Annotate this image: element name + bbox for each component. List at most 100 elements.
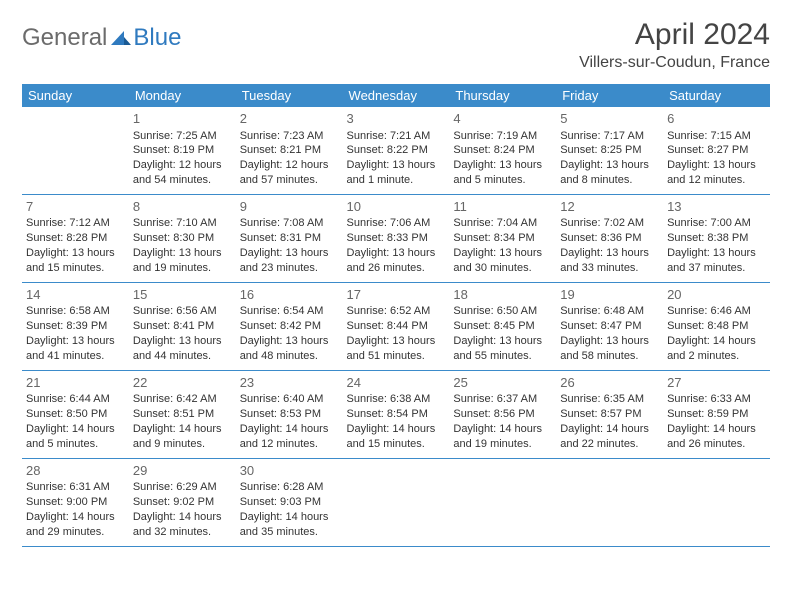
day-number: 5 [560, 110, 659, 128]
calendar-cell-empty [22, 107, 129, 194]
daylight-text: and 29 minutes. [26, 525, 125, 540]
calendar-cell: 18Sunrise: 6:50 AMSunset: 8:45 PMDayligh… [449, 282, 556, 370]
sunrise-text: Sunrise: 6:58 AM [26, 304, 125, 319]
calendar-cell-empty [556, 458, 663, 546]
calendar-cell: 9Sunrise: 7:08 AMSunset: 8:31 PMDaylight… [236, 194, 343, 282]
daylight-text: Daylight: 12 hours [240, 158, 339, 173]
calendar-cell: 15Sunrise: 6:56 AMSunset: 8:41 PMDayligh… [129, 282, 236, 370]
sunrise-text: Sunrise: 6:48 AM [560, 304, 659, 319]
daylight-text: and 19 minutes. [453, 437, 552, 452]
sunrise-text: Sunrise: 7:06 AM [347, 216, 446, 231]
location-text: Villers-sur-Coudun, France [579, 54, 770, 72]
daylight-text: and 48 minutes. [240, 349, 339, 364]
daylight-text: Daylight: 13 hours [347, 158, 446, 173]
calendar-cell: 4Sunrise: 7:19 AMSunset: 8:24 PMDaylight… [449, 107, 556, 194]
day-number: 22 [133, 374, 232, 392]
sunrise-text: Sunrise: 6:56 AM [133, 304, 232, 319]
calendar-cell: 5Sunrise: 7:17 AMSunset: 8:25 PMDaylight… [556, 107, 663, 194]
weekday-header: Wednesday [343, 84, 450, 107]
sunset-text: Sunset: 8:19 PM [133, 143, 232, 158]
sunrise-text: Sunrise: 6:35 AM [560, 392, 659, 407]
daylight-text: Daylight: 13 hours [347, 246, 446, 261]
calendar-cell: 11Sunrise: 7:04 AMSunset: 8:34 PMDayligh… [449, 194, 556, 282]
sunrise-text: Sunrise: 7:10 AM [133, 216, 232, 231]
sunset-text: Sunset: 8:53 PM [240, 407, 339, 422]
daylight-text: and 41 minutes. [26, 349, 125, 364]
calendar-cell-empty [663, 458, 770, 546]
daylight-text: Daylight: 13 hours [133, 246, 232, 261]
daylight-text: and 51 minutes. [347, 349, 446, 364]
sunset-text: Sunset: 8:56 PM [453, 407, 552, 422]
calendar-cell: 20Sunrise: 6:46 AMSunset: 8:48 PMDayligh… [663, 282, 770, 370]
sunrise-text: Sunrise: 7:17 AM [560, 129, 659, 144]
weekday-header: Monday [129, 84, 236, 107]
logo: General Blue [22, 24, 181, 52]
daylight-text: Daylight: 14 hours [133, 422, 232, 437]
daylight-text: and 26 minutes. [667, 437, 766, 452]
sunset-text: Sunset: 9:00 PM [26, 495, 125, 510]
sunset-text: Sunset: 8:41 PM [133, 319, 232, 334]
daylight-text: and 54 minutes. [133, 173, 232, 188]
sunrise-text: Sunrise: 7:08 AM [240, 216, 339, 231]
daylight-text: and 5 minutes. [453, 173, 552, 188]
sunrise-text: Sunrise: 6:44 AM [26, 392, 125, 407]
logo-text-general: General [22, 24, 107, 52]
sunrise-text: Sunrise: 6:28 AM [240, 480, 339, 495]
daylight-text: Daylight: 13 hours [347, 334, 446, 349]
daylight-text: Daylight: 13 hours [560, 158, 659, 173]
day-number: 16 [240, 286, 339, 304]
calendar-cell: 2Sunrise: 7:23 AMSunset: 8:21 PMDaylight… [236, 107, 343, 194]
day-number: 19 [560, 286, 659, 304]
sunrise-text: Sunrise: 7:15 AM [667, 129, 766, 144]
sunrise-text: Sunrise: 6:42 AM [133, 392, 232, 407]
calendar-cell: 8Sunrise: 7:10 AMSunset: 8:30 PMDaylight… [129, 194, 236, 282]
weekday-header: Saturday [663, 84, 770, 107]
sunrise-text: Sunrise: 7:04 AM [453, 216, 552, 231]
sunrise-text: Sunrise: 6:33 AM [667, 392, 766, 407]
day-number: 8 [133, 198, 232, 216]
sunset-text: Sunset: 8:45 PM [453, 319, 552, 334]
sunset-text: Sunset: 8:54 PM [347, 407, 446, 422]
sunset-text: Sunset: 8:59 PM [667, 407, 766, 422]
sunrise-text: Sunrise: 7:23 AM [240, 129, 339, 144]
weekday-header-row: SundayMondayTuesdayWednesdayThursdayFrid… [22, 84, 770, 107]
daylight-text: and 19 minutes. [133, 261, 232, 276]
calendar-cell: 17Sunrise: 6:52 AMSunset: 8:44 PMDayligh… [343, 282, 450, 370]
calendar-cell: 19Sunrise: 6:48 AMSunset: 8:47 PMDayligh… [556, 282, 663, 370]
day-number: 18 [453, 286, 552, 304]
day-number: 25 [453, 374, 552, 392]
daylight-text: Daylight: 13 hours [240, 246, 339, 261]
daylight-text: Daylight: 14 hours [347, 422, 446, 437]
daylight-text: Daylight: 14 hours [667, 422, 766, 437]
calendar-cell: 6Sunrise: 7:15 AMSunset: 8:27 PMDaylight… [663, 107, 770, 194]
calendar-cell: 25Sunrise: 6:37 AMSunset: 8:56 PMDayligh… [449, 370, 556, 458]
sunset-text: Sunset: 8:50 PM [26, 407, 125, 422]
sunset-text: Sunset: 8:22 PM [347, 143, 446, 158]
day-number: 6 [667, 110, 766, 128]
calendar-cell: 27Sunrise: 6:33 AMSunset: 8:59 PMDayligh… [663, 370, 770, 458]
sunset-text: Sunset: 9:03 PM [240, 495, 339, 510]
weekday-header: Friday [556, 84, 663, 107]
sunrise-text: Sunrise: 7:00 AM [667, 216, 766, 231]
daylight-text: and 12 minutes. [240, 437, 339, 452]
sunset-text: Sunset: 8:48 PM [667, 319, 766, 334]
sunrise-text: Sunrise: 6:38 AM [347, 392, 446, 407]
sunset-text: Sunset: 8:42 PM [240, 319, 339, 334]
daylight-text: and 15 minutes. [26, 261, 125, 276]
daylight-text: and 32 minutes. [133, 525, 232, 540]
calendar-cell-empty [343, 458, 450, 546]
sunrise-text: Sunrise: 6:54 AM [240, 304, 339, 319]
daylight-text: Daylight: 14 hours [667, 334, 766, 349]
daylight-text: and 58 minutes. [560, 349, 659, 364]
calendar-cell: 12Sunrise: 7:02 AMSunset: 8:36 PMDayligh… [556, 194, 663, 282]
calendar-cell: 3Sunrise: 7:21 AMSunset: 8:22 PMDaylight… [343, 107, 450, 194]
day-number: 12 [560, 198, 659, 216]
daylight-text: Daylight: 14 hours [26, 422, 125, 437]
day-number: 29 [133, 462, 232, 480]
sunrise-text: Sunrise: 6:29 AM [133, 480, 232, 495]
sunrise-text: Sunrise: 6:37 AM [453, 392, 552, 407]
header: General Blue April 2024 Villers-sur-Coud… [22, 18, 770, 72]
sunset-text: Sunset: 9:02 PM [133, 495, 232, 510]
sunset-text: Sunset: 8:36 PM [560, 231, 659, 246]
daylight-text: Daylight: 14 hours [560, 422, 659, 437]
